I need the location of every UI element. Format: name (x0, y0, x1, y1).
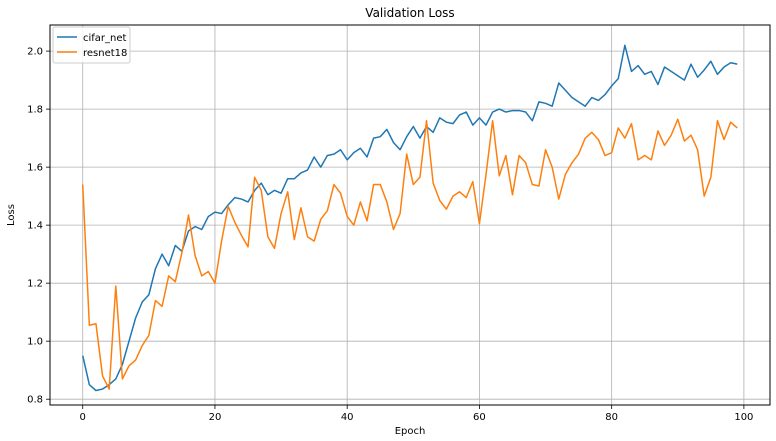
x-tick-label: 0 (80, 412, 86, 423)
legend-label-resnet18: resnet18 (83, 48, 127, 59)
y-tick-label: 2.0 (27, 47, 43, 58)
chart-title: Validation Loss (365, 6, 454, 20)
x-tick-label: 40 (341, 412, 354, 423)
y-tick-label: 1.6 (27, 163, 43, 174)
y-tick-label: 1.2 (27, 279, 43, 290)
y-axis-title: Loss (6, 204, 17, 226)
x-axis-title: Epoch (395, 426, 426, 437)
y-tick-label: 0.8 (27, 395, 43, 406)
x-tick-label: 20 (209, 412, 222, 423)
axis-ticks: 0 20 40 60 80 100 0.8 1.0 1.2 1.4 1.6 1.8 2.0 (27, 47, 753, 423)
grid (50, 25, 770, 405)
legend-label-cifar-net: cifar_net (83, 33, 127, 44)
legend-box (52, 26, 131, 64)
y-tick-label: 1.0 (27, 337, 43, 348)
y-tick-label: 1.4 (27, 221, 43, 232)
x-tick-label: 60 (473, 412, 486, 423)
legend: cifar_net resnet18 (52, 26, 131, 64)
series-line-cifar-net (81, 44, 738, 392)
x-tick-label: 80 (605, 412, 618, 423)
series-line-resnet18 (81, 118, 738, 390)
plot-frame (49, 24, 771, 406)
series-layer (81, 44, 738, 392)
x-tick-label: 100 (734, 412, 753, 423)
y-tick-label: 1.8 (27, 105, 43, 116)
